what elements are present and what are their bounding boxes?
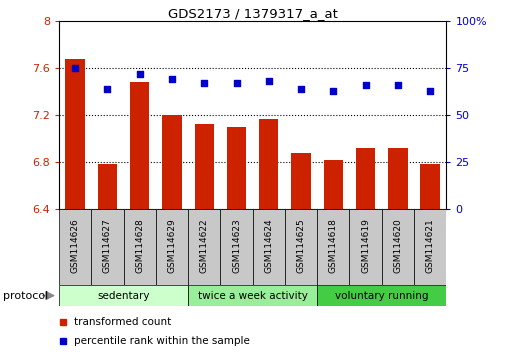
Text: GSM114623: GSM114623 xyxy=(232,218,241,273)
Bar xyxy=(421,164,440,209)
Bar xyxy=(188,285,317,306)
Bar xyxy=(66,59,85,209)
Bar xyxy=(259,119,279,209)
Point xyxy=(232,80,241,86)
Text: GSM114618: GSM114618 xyxy=(329,218,338,273)
Text: transformed count: transformed count xyxy=(74,317,172,327)
Title: GDS2173 / 1379317_a_at: GDS2173 / 1379317_a_at xyxy=(168,7,338,20)
Bar xyxy=(156,209,188,285)
Point xyxy=(265,79,273,84)
Text: GSM114620: GSM114620 xyxy=(393,218,402,273)
Bar xyxy=(59,209,91,285)
Text: GSM114629: GSM114629 xyxy=(167,218,176,273)
Bar xyxy=(97,164,117,209)
Bar xyxy=(124,209,156,285)
Text: GSM114627: GSM114627 xyxy=(103,218,112,273)
Bar xyxy=(91,209,124,285)
Point xyxy=(394,82,402,88)
Bar xyxy=(324,160,343,209)
Text: GSM114626: GSM114626 xyxy=(71,218,80,273)
Text: sedentary: sedentary xyxy=(97,291,150,301)
Bar xyxy=(414,209,446,285)
Point xyxy=(135,71,144,76)
Point xyxy=(200,80,208,86)
Point xyxy=(71,65,79,71)
Bar xyxy=(162,115,182,209)
Bar xyxy=(221,209,252,285)
Point xyxy=(362,82,370,88)
Bar xyxy=(317,209,349,285)
Point xyxy=(426,88,435,93)
Text: GSM114624: GSM114624 xyxy=(264,218,273,273)
Bar xyxy=(188,209,221,285)
Point xyxy=(297,86,305,92)
Bar xyxy=(317,285,446,306)
Bar xyxy=(382,209,414,285)
Bar xyxy=(291,153,311,209)
Bar xyxy=(194,125,214,209)
Text: GSM114621: GSM114621 xyxy=(426,218,435,273)
Point xyxy=(329,88,338,93)
Text: GSM114625: GSM114625 xyxy=(297,218,306,273)
Text: GSM114619: GSM114619 xyxy=(361,218,370,273)
Text: twice a week activity: twice a week activity xyxy=(198,291,308,301)
Bar xyxy=(356,148,376,209)
Text: protocol: protocol xyxy=(3,291,48,301)
Bar xyxy=(349,209,382,285)
Point xyxy=(168,76,176,82)
Bar xyxy=(252,209,285,285)
Bar xyxy=(227,127,246,209)
Bar xyxy=(130,82,149,209)
Bar xyxy=(285,209,317,285)
Bar xyxy=(59,285,188,306)
Text: GSM114628: GSM114628 xyxy=(135,218,144,273)
Text: percentile rank within the sample: percentile rank within the sample xyxy=(74,336,250,346)
Text: voluntary running: voluntary running xyxy=(335,291,428,301)
Point xyxy=(103,86,111,92)
Bar xyxy=(388,148,407,209)
Text: GSM114622: GSM114622 xyxy=(200,218,209,273)
